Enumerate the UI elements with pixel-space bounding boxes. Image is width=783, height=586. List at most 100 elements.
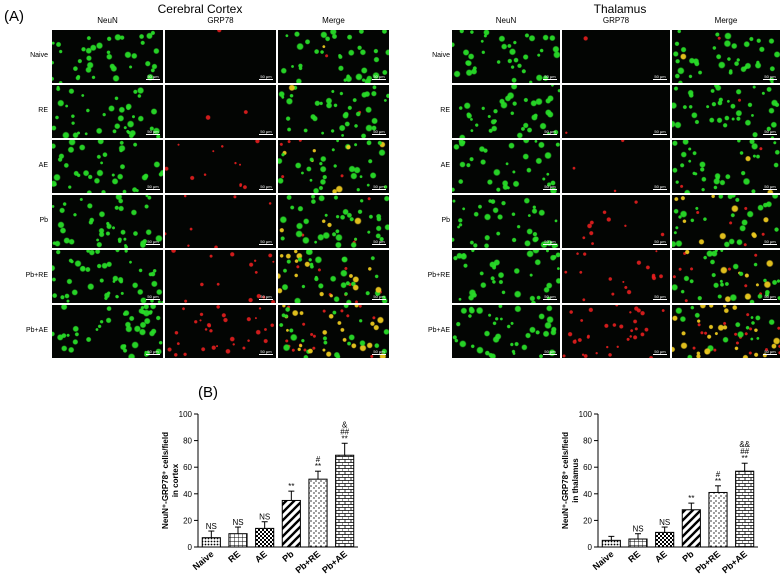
significance-label: NS [259,513,270,522]
scale-bar: 50 μm [373,294,385,299]
scale-bar: 50 μm [147,349,159,354]
row-label: Naive [30,51,48,59]
scale-bar: 50 μm [654,294,666,299]
row-label: Pb+AE [428,326,450,334]
scale-bar: 50 μm [260,294,272,299]
x-tick-label: Pb [680,549,696,564]
micrograph-neun: 50 μm [52,305,163,358]
micrograph-grp78: 50 μm [562,30,670,83]
scale-bar: 50 μm [544,184,556,189]
significance-label: ** [288,482,294,491]
micrograph-merge: 50 μm [672,305,780,358]
x-tick-label: Pb+RE [693,549,722,575]
panel-b-letter: (B) [198,384,218,401]
scale-bar: 50 μm [147,129,159,134]
micrograph-grp78: 50 μm [562,85,670,138]
y-tick-label: 20 [183,516,192,525]
scale-bar: 50 μm [260,349,272,354]
bar [628,538,648,548]
micrograph-merge: 50 μm [278,250,389,303]
scale-bar: 50 μm [260,184,272,189]
micrograph-merge: 50 μm [278,305,389,358]
micrograph-neun: 50 μm [52,250,163,303]
x-tick-label: AE [653,549,669,565]
y-tick-label: 80 [583,437,592,446]
micrograph-merge: 50 μm [672,85,780,138]
x-tick-label: Naive [191,549,216,572]
micrograph-grp78: 50 μm [562,195,670,248]
y-tick-label: 60 [183,463,192,472]
micrograph-neun: 50 μm [452,140,560,193]
scale-bar: 50 μm [764,184,776,189]
micrograph-grp78: 50 μm [165,305,276,358]
scale-bar: 50 μm [544,129,556,134]
y-tick-label: 80 [183,437,192,446]
significance-label: ** [742,454,748,463]
micrograph-grp78: 50 μm [165,250,276,303]
y-tick-label: 60 [583,463,592,472]
scale-bar: 50 μm [373,239,385,244]
y-axis-label: NeuN⁺-GRP78⁺ cells/fieldin cortex [161,432,180,529]
row-label: Pb [441,216,450,224]
column-header: Merge [322,16,345,25]
scale-bar: 50 μm [373,349,385,354]
micrograph-merge: 50 μm [672,140,780,193]
x-tick-label: Pb+AE [720,549,749,575]
scale-bar: 50 μm [260,239,272,244]
scale-bar: 50 μm [147,294,159,299]
scale-bar: 50 μm [764,349,776,354]
micrograph-grp78: 50 μm [562,250,670,303]
scale-bar: 50 μm [544,74,556,79]
micrograph-grp78: 50 μm [165,85,276,138]
scale-bar: 50 μm [544,239,556,244]
region-title: Cerebral Cortex [157,2,243,16]
micrograph-neun: 50 μm [52,30,163,83]
micrograph-neun: 50 μm [452,305,560,358]
significance-label: && [739,440,750,449]
bar [201,537,221,548]
micrograph-neun: 50 μm [452,195,560,248]
significance-label: ## [340,427,349,436]
panel-a-letter: (A) [4,8,24,25]
micrograph-merge: 50 μm [278,85,389,138]
micrograph-merge: 50 μm [672,250,780,303]
row-label: AE [440,161,450,169]
micrograph-neun: 50 μm [52,195,163,248]
micrograph-merge: 50 μm [278,30,389,83]
column-header: GRP78 [602,16,630,25]
image-grid: 50 μm 50 μm 50 μm 50 μm 50 μm 50 μm 50 μm 50 μm… [452,30,780,358]
y-tick-label: 0 [588,543,593,552]
scale-bar: 50 μm [260,74,272,79]
micrograph-merge: 50 μm [278,140,389,193]
bar [281,499,301,548]
micrograph-neun: 50 μm [52,140,163,193]
bar [228,533,248,548]
y-axis-label: NeuN⁺-GRP78⁺ cells/fieldin thalamus [561,432,580,529]
region-title: Thalamus [593,2,647,16]
row-label: Naive [432,51,450,59]
significance-label: NS [232,518,243,527]
x-tick-label: Naive [591,549,616,572]
micrograph-neun: 50 μm [452,85,560,138]
chart-cortex: 0 20 40 60 80 100 NeuN⁺-GRP78⁺ cells/fieldin c… [161,410,358,575]
scale-bar: 50 μm [654,129,666,134]
y-tick-label: 20 [583,516,592,525]
bar [255,527,275,548]
x-tick-label: Pb [280,549,296,564]
significance-label: ## [740,447,749,456]
micrograph-neun: 50 μm [452,250,560,303]
scale-bar: 50 μm [764,294,776,299]
micrograph-grp78: 50 μm [562,305,670,358]
image-grid: 50 μm 50 μm 50 μm 50 μm 50 μm 50 μm 50 μm 50 μm… [52,30,389,358]
scale-bar: 50 μm [147,184,159,189]
bar [335,454,355,548]
y-tick-label: 40 [183,490,192,499]
y-tick-label: 100 [579,410,593,419]
y-tick-label: 100 [179,410,193,419]
x-tick-label: RE [626,549,642,565]
x-tick-label: Pb+AE [320,549,349,575]
x-tick-label: AE [253,549,269,565]
significance-label: NS [659,518,670,527]
scale-bar: 50 μm [654,74,666,79]
scale-bar: 50 μm [764,239,776,244]
